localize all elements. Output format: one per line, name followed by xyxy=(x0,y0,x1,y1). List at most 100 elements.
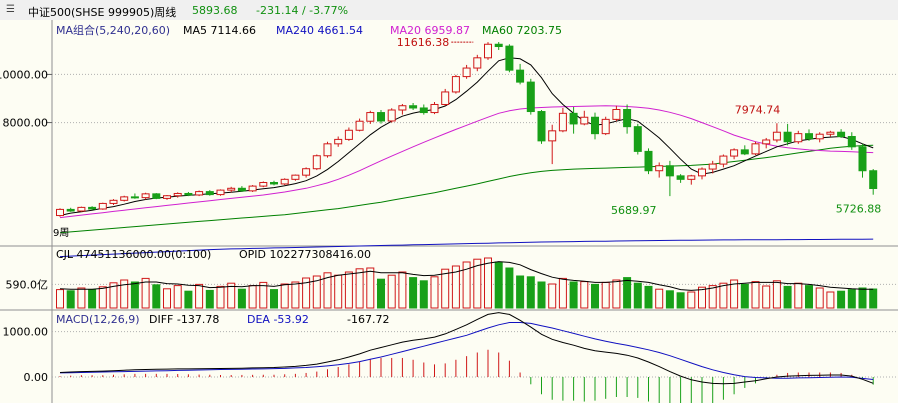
volume-bar-down xyxy=(494,261,503,309)
candle-up xyxy=(451,76,460,93)
volume-bar-down xyxy=(633,282,642,309)
candle-up xyxy=(259,182,268,187)
candle-up xyxy=(323,143,332,157)
candle-up xyxy=(302,168,311,176)
candle-down xyxy=(205,191,214,196)
candle-up xyxy=(120,196,129,201)
volume-bar-up xyxy=(762,285,771,309)
candle-down xyxy=(805,133,813,140)
volume-bar-up xyxy=(163,288,171,309)
price-annotation: 5726.88 xyxy=(836,203,882,216)
volume-bar-up xyxy=(430,276,439,309)
ma240-line xyxy=(59,238,874,258)
volume-legend-opid: OPID 102277308416.00 xyxy=(239,248,371,261)
volume-bar-down xyxy=(869,288,878,309)
volume-bar-down xyxy=(569,281,578,309)
volume-bar-down xyxy=(184,290,193,309)
price-tick-label: 8000.00 xyxy=(3,117,49,130)
candle-down xyxy=(152,193,161,199)
candle-up xyxy=(109,199,118,204)
stock-chart[interactable]: 10000.00 8000.00 9周 MA组合(5,240,20,60) MA5 71… xyxy=(0,20,898,403)
volume-bar-up xyxy=(484,257,492,309)
candle-up xyxy=(344,129,353,140)
candle-up xyxy=(698,168,706,177)
volume-bar-down xyxy=(516,275,525,309)
candle-up xyxy=(548,130,557,142)
macd-legend-2: DEA -53.92 xyxy=(247,313,309,326)
volume-bar-up xyxy=(141,277,150,309)
volume-bar-up xyxy=(323,272,332,309)
candle-down xyxy=(377,112,385,122)
candle-down xyxy=(858,146,867,172)
volume-bar-up xyxy=(291,281,300,309)
candle-up xyxy=(762,139,771,145)
macd-legend-0: MACD(12,26,9) xyxy=(56,313,140,326)
candle-down xyxy=(526,81,535,113)
volume-bar-up xyxy=(730,279,739,309)
candle-up xyxy=(355,120,364,131)
candle-up xyxy=(227,187,236,191)
macd-legend-3: -167.72 xyxy=(347,313,389,326)
volume-bar-down xyxy=(847,289,856,309)
candle-down xyxy=(184,192,193,196)
candle-up xyxy=(387,109,396,122)
volume-bar-up xyxy=(280,283,289,309)
volume-bar-up xyxy=(441,268,450,309)
volume-bar-down xyxy=(644,285,653,309)
candle-up xyxy=(98,202,107,210)
volume-bar-up xyxy=(580,281,589,309)
volume-bar-up xyxy=(259,281,268,309)
volume-bar-up xyxy=(227,282,236,309)
volume-bar-up xyxy=(195,283,204,309)
volume-bar-down xyxy=(205,289,214,309)
volume-bar-up xyxy=(312,275,321,309)
ma-legend-3: MA20 6959.87 xyxy=(390,24,470,37)
security-title: 中证500(SHSE 999905)周线 xyxy=(28,6,177,19)
volume-bar-up xyxy=(387,274,396,309)
volume-bar-up xyxy=(751,281,760,309)
volume-bar-up xyxy=(698,286,706,309)
menu-icon[interactable]: ☰ xyxy=(6,4,15,15)
volume-bar-up xyxy=(687,291,696,309)
volume-legend-cjl: CJL 47451136000.00(0:100) xyxy=(56,248,211,261)
price-change: -231.14 / -3.77% xyxy=(256,4,349,17)
volume-bar-down xyxy=(805,285,813,309)
volume-bar-up xyxy=(398,271,407,309)
volume-bar-up xyxy=(826,291,835,309)
volume-bar-down xyxy=(783,285,792,309)
volume-bar-up xyxy=(98,286,107,309)
candle-down xyxy=(676,175,685,180)
volume-bar-up xyxy=(548,283,557,309)
volume-bar-down xyxy=(409,277,418,309)
candle-up xyxy=(248,185,257,192)
candle-up xyxy=(163,195,171,199)
candle-down xyxy=(665,165,674,177)
volume-bar-up xyxy=(109,282,118,309)
macd-tick-label: 0.00 xyxy=(24,371,49,384)
volume-bar-up xyxy=(719,282,728,309)
candle-up xyxy=(655,165,664,172)
volume-bar-up xyxy=(708,285,717,309)
candle-down xyxy=(740,149,749,155)
volume-bar-up xyxy=(173,285,182,309)
candle-down xyxy=(591,116,599,135)
candle-up xyxy=(462,67,471,78)
volume-bar-up xyxy=(56,289,64,309)
candle-up xyxy=(441,91,450,105)
candle-up xyxy=(366,112,375,122)
candle-down xyxy=(494,43,503,48)
volume-bar-up xyxy=(612,279,621,309)
ma-legend-4: MA60 7203.75 xyxy=(482,24,562,37)
candle-up xyxy=(56,208,64,217)
volume-bar-up xyxy=(302,277,311,309)
volume-bar-down xyxy=(837,290,846,309)
price-tick-label: 10000.00 xyxy=(0,68,48,81)
volume-bar-down xyxy=(505,267,514,309)
volume-bar-down xyxy=(591,283,599,309)
candle-up xyxy=(216,189,225,196)
volume-bar-down xyxy=(377,278,385,309)
period-label: 9周 xyxy=(53,227,69,239)
candle-up xyxy=(173,192,182,197)
volume-bar-down xyxy=(88,289,97,309)
volume-bar-down xyxy=(419,280,428,309)
